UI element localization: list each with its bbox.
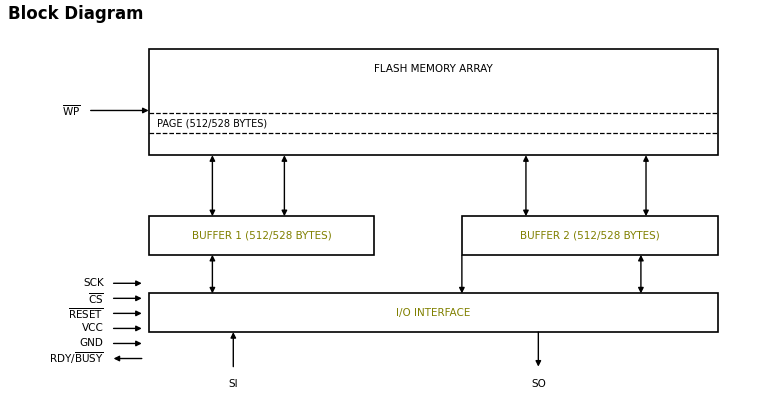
FancyArrowPatch shape [536, 332, 541, 365]
Text: PAGE (512/528 BYTES): PAGE (512/528 BYTES) [157, 118, 267, 129]
FancyArrowPatch shape [523, 157, 528, 215]
FancyArrowPatch shape [210, 157, 215, 215]
Text: $\overline{\mathrm{WP}}$: $\overline{\mathrm{WP}}$ [62, 103, 81, 118]
FancyArrowPatch shape [114, 326, 141, 330]
Text: VCC: VCC [82, 324, 104, 333]
FancyArrowPatch shape [114, 281, 141, 286]
FancyArrowPatch shape [210, 256, 215, 292]
Text: SCK: SCK [83, 278, 104, 288]
Text: RDY/$\overline{\mathrm{BUSY}}$: RDY/$\overline{\mathrm{BUSY}}$ [49, 351, 104, 366]
Text: FLASH MEMORY ARRAY: FLASH MEMORY ARRAY [374, 64, 493, 73]
Bar [462, 216, 717, 255]
Bar [150, 293, 717, 332]
FancyArrowPatch shape [460, 256, 464, 292]
FancyArrowPatch shape [114, 296, 141, 301]
FancyArrowPatch shape [644, 157, 648, 215]
Text: SO: SO [531, 379, 545, 389]
Text: SI: SI [228, 379, 238, 389]
Text: BUFFER 2 (512/528 BYTES): BUFFER 2 (512/528 BYTES) [520, 231, 659, 240]
FancyArrowPatch shape [282, 157, 286, 215]
FancyArrowPatch shape [114, 341, 141, 346]
Text: I/O INTERFACE: I/O INTERFACE [397, 308, 471, 318]
Text: GND: GND [79, 339, 104, 348]
FancyArrowPatch shape [115, 356, 142, 361]
Text: $\overline{\mathrm{RESET}}$: $\overline{\mathrm{RESET}}$ [69, 306, 104, 321]
FancyArrowPatch shape [114, 311, 141, 316]
FancyArrowPatch shape [91, 108, 147, 113]
FancyArrowPatch shape [231, 334, 235, 367]
Bar [150, 216, 374, 255]
Bar [150, 49, 717, 155]
Text: BUFFER 1 (512/528 BYTES): BUFFER 1 (512/528 BYTES) [192, 231, 332, 240]
FancyArrowPatch shape [639, 256, 643, 292]
Text: Block Diagram: Block Diagram [8, 5, 144, 23]
Text: $\overline{\mathrm{CS}}$: $\overline{\mathrm{CS}}$ [88, 291, 104, 306]
